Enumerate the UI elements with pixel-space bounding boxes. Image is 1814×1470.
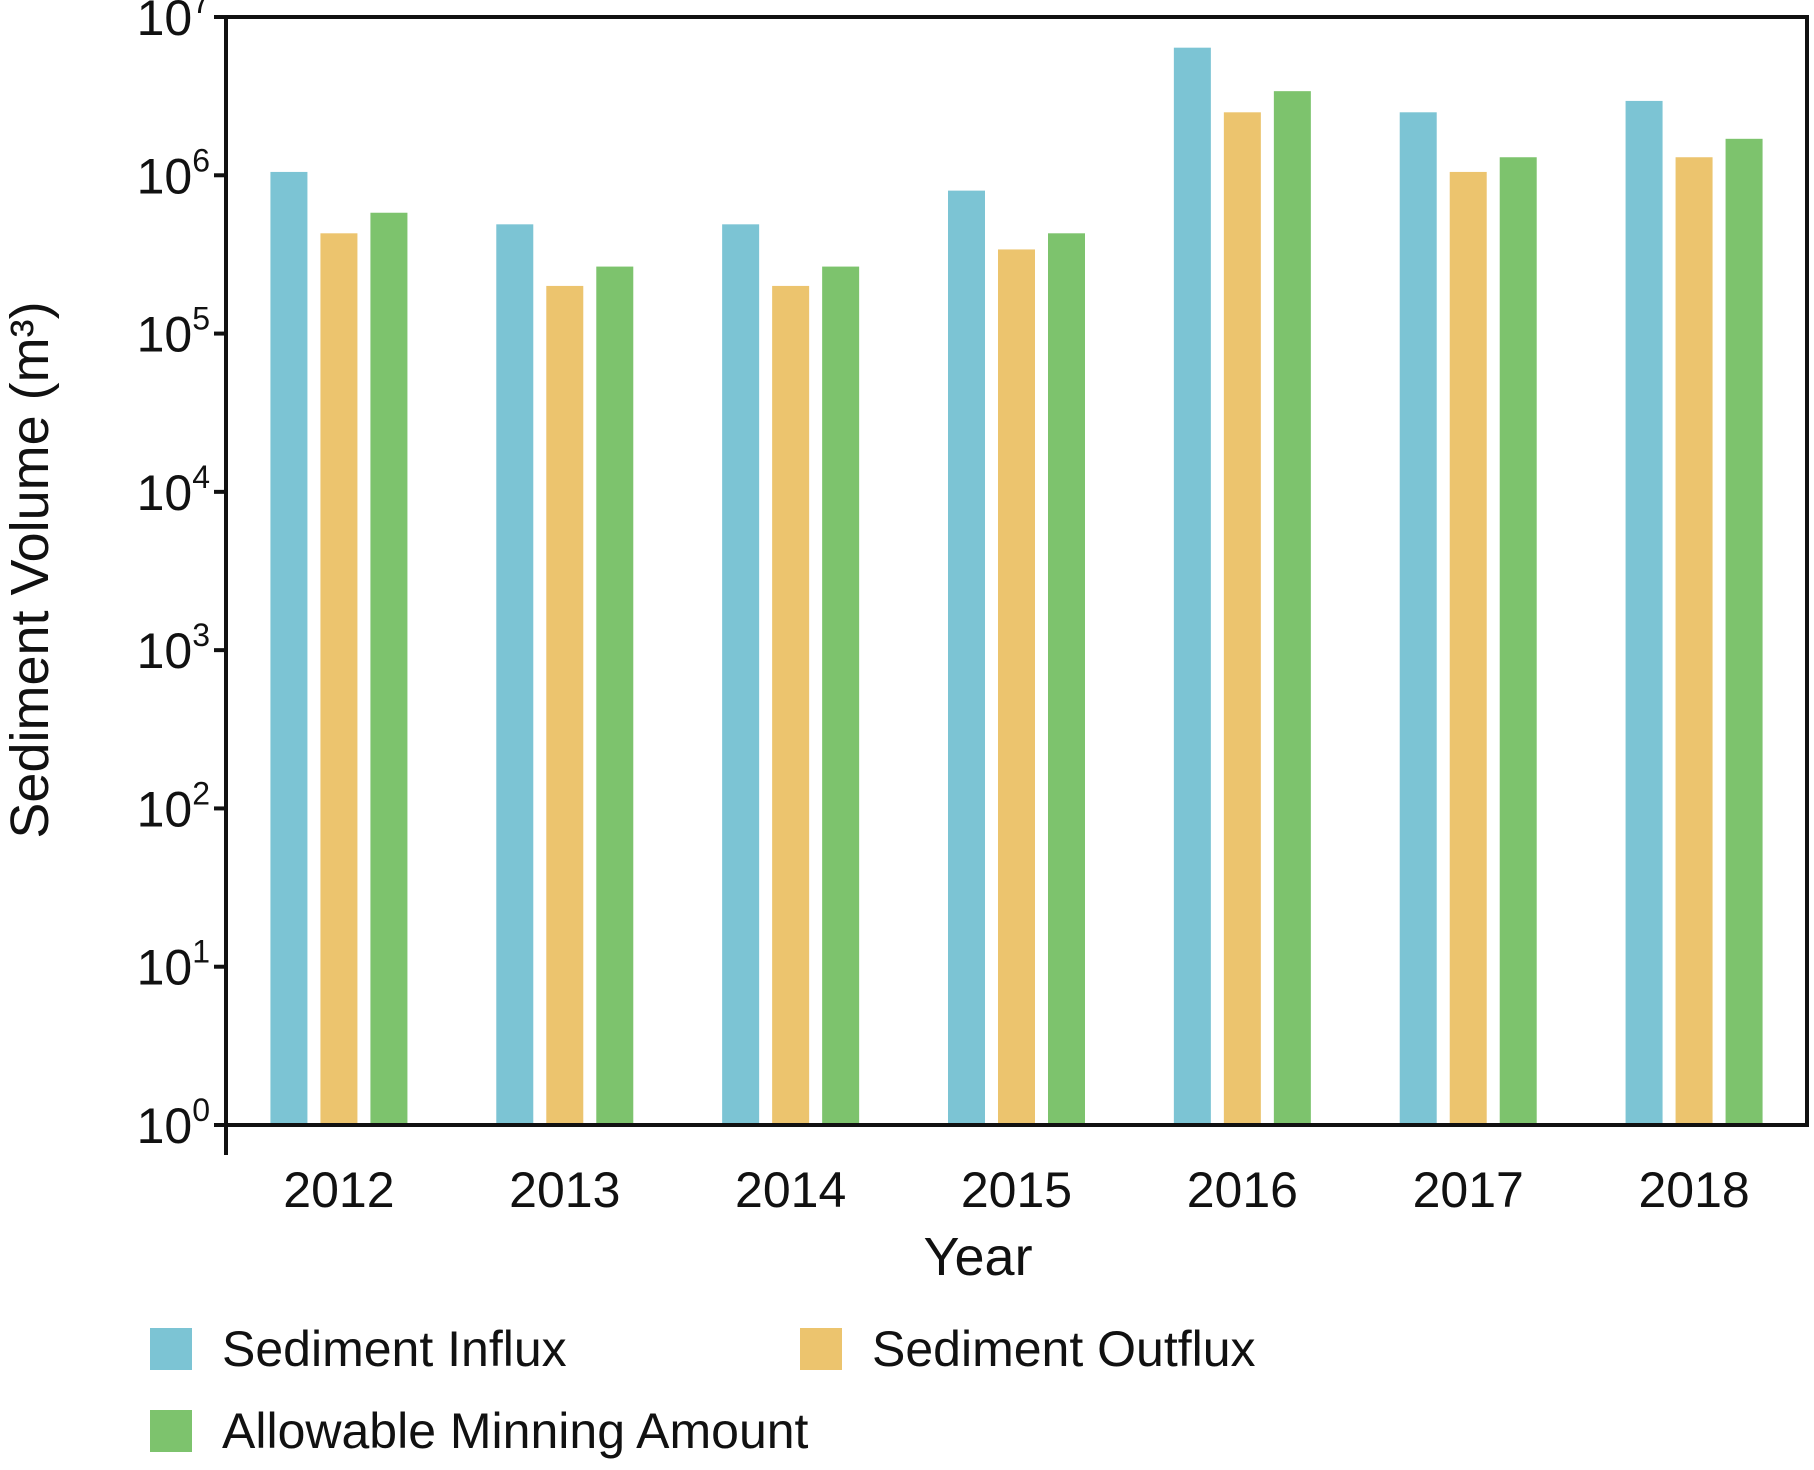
- plot-frame: [224, 15, 1809, 1127]
- x-tick-label: 2016: [1187, 1162, 1298, 1218]
- y-tick-label: 106: [137, 142, 210, 204]
- bar: [772, 285, 810, 1123]
- y-axis-title: Sediment Volume (m³): [0, 301, 60, 838]
- y-tick-label: 103: [137, 617, 210, 679]
- bar: [496, 224, 534, 1123]
- y-tick-label: 104: [137, 459, 210, 521]
- bar: [1223, 112, 1261, 1124]
- x-tick-label: 2015: [961, 1162, 1072, 1218]
- bar: [320, 233, 358, 1123]
- bar: [546, 285, 584, 1123]
- x-tick-label: 2014: [735, 1162, 846, 1218]
- bar: [1449, 171, 1487, 1123]
- x-tick-label: 2013: [509, 1162, 620, 1218]
- bar: [270, 171, 308, 1123]
- legend-swatch: [150, 1328, 192, 1370]
- bar: [596, 266, 634, 1124]
- bar: [1273, 91, 1311, 1124]
- legend-label: Sediment Influx: [222, 1321, 567, 1377]
- x-axis-ticks: 2012 2013 2014 2015 2016 2017 2018: [224, 1125, 1750, 1218]
- y-tick-label: 100: [137, 1092, 210, 1154]
- bar: [1499, 157, 1537, 1123]
- x-tick-label: 2017: [1413, 1162, 1524, 1218]
- legend: Sediment Influx Sediment Outflux Allowable…: [150, 1321, 1256, 1459]
- x-tick-label: 2012: [283, 1162, 394, 1218]
- bar: [822, 266, 860, 1124]
- bar: [1675, 157, 1713, 1123]
- y-tick-label: 105: [137, 301, 210, 363]
- bar: [1173, 47, 1211, 1123]
- y-tick-label: 107: [137, 0, 210, 46]
- x-axis-title: Year: [923, 1227, 1032, 1287]
- legend-label: Sediment Outflux: [872, 1321, 1256, 1377]
- x-tick-label: 2018: [1638, 1162, 1749, 1218]
- legend-swatch: [150, 1410, 192, 1452]
- y-tick-label: 101: [137, 934, 210, 996]
- bar: [1048, 233, 1085, 1123]
- bar: [1399, 112, 1437, 1124]
- y-axis-ticks: 100 101 102 103 104 105 106 107: [137, 0, 226, 1154]
- bar: [1625, 100, 1663, 1123]
- bar: [370, 212, 408, 1123]
- legend-label: Allowable Minning Amount: [222, 1403, 809, 1459]
- legend-swatch: [800, 1328, 842, 1370]
- bar: [998, 249, 1035, 1123]
- bar: [722, 224, 760, 1123]
- bar: [1725, 138, 1763, 1123]
- y-tick-label: 102: [137, 775, 210, 837]
- bars: [270, 47, 1763, 1124]
- bar: [948, 190, 985, 1123]
